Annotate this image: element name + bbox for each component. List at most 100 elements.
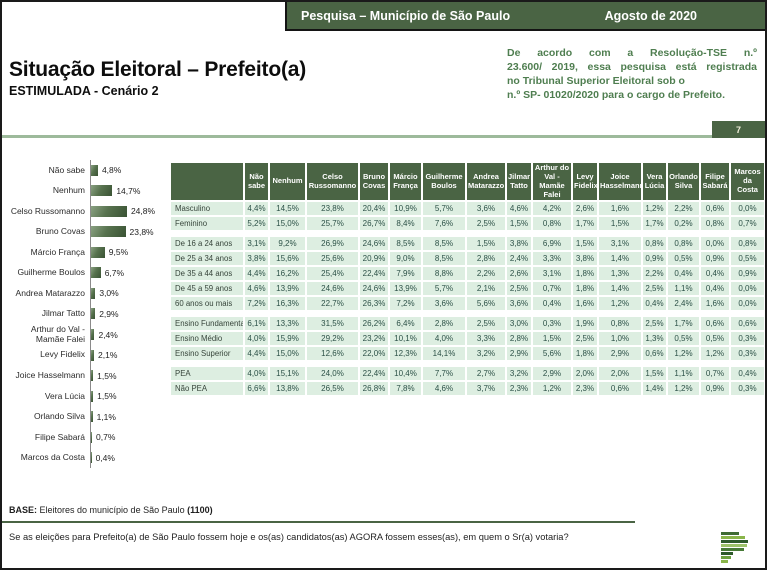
spacer-cell — [573, 362, 597, 365]
table-cell: 1,7% — [573, 217, 597, 231]
chart-category-label: Guilherme Boulos — [17, 267, 85, 278]
table-cell: 3,7% — [467, 382, 505, 396]
chart-bar — [91, 164, 98, 176]
table-cell: 1,2% — [533, 382, 571, 396]
table-cell: 0,5% — [668, 332, 699, 346]
chart-bar-zone: 24,8% — [90, 201, 168, 222]
table-cell: 9,0% — [390, 252, 421, 266]
base-text: Eleitores do município de São Paulo — [37, 505, 188, 515]
table-cell: 0,8% — [701, 217, 729, 231]
table-cell: 3,1% — [533, 267, 571, 281]
table-cell: 4,2% — [533, 202, 571, 216]
table-cell: 2,0% — [573, 367, 597, 381]
table-cell: 7,7% — [423, 367, 465, 381]
chart-value-label: 14,7% — [116, 185, 141, 196]
spacer-cell — [643, 312, 666, 315]
table-cell: 2,1% — [467, 282, 505, 296]
table-spacer-row — [171, 362, 764, 365]
spacer-cell — [171, 232, 243, 235]
header-bar: Pesquisa – Município de São Paulo Agosto… — [285, 2, 765, 31]
table-cell: 3,2% — [467, 347, 505, 361]
registration-note-line: 23.600/ 2019, essa pesquisa está registr… — [507, 60, 757, 73]
chart-category-label: Andrea Matarazzo — [15, 287, 85, 298]
chart-row: Bruno Covas 23,8% — [4, 221, 168, 243]
table-row-label: Não PEA — [171, 382, 243, 396]
table-cell: 1,4% — [599, 252, 641, 266]
table-row-label: De 25 a 34 anos — [171, 252, 243, 266]
spacer-cell — [360, 232, 388, 235]
spacer-cell — [390, 312, 421, 315]
spacer-cell — [245, 312, 268, 315]
table-cell: 3,2% — [507, 367, 531, 381]
table-cell: 1,1% — [668, 367, 699, 381]
chart-category-label: Marcos da Costa — [20, 452, 85, 463]
table-cell: 2,7% — [467, 367, 505, 381]
table-cell: 24,6% — [360, 282, 388, 296]
spacer-cell — [533, 312, 571, 315]
spacer-cell — [668, 362, 699, 365]
table-header-cell: Filipe Sabará — [701, 163, 729, 201]
table-cell: 0,4% — [533, 297, 571, 311]
spacer-cell — [245, 362, 268, 365]
spacer-cell — [701, 312, 729, 315]
table-cell: 1,2% — [701, 347, 729, 361]
spacer-cell — [423, 232, 465, 235]
title-block: Situação Eleitoral – Prefeito(a) ESTIMUL… — [9, 58, 306, 98]
chart-bar — [91, 370, 94, 382]
table-cell: 2,3% — [573, 382, 597, 396]
table-cell: 0,3% — [731, 332, 764, 346]
spacer-cell — [643, 362, 666, 365]
chart-value-label: 4,8% — [101, 165, 122, 176]
table-cell: 0,5% — [668, 252, 699, 266]
table-cell: 6,9% — [533, 237, 571, 251]
spacer-cell — [245, 232, 268, 235]
spacer-cell — [423, 312, 465, 315]
tse-registration-note: De acordo com a Resolução-TSE n.º 23.600… — [507, 47, 757, 102]
table-cell: 22,4% — [360, 267, 388, 281]
table-cell: 2,5% — [467, 317, 505, 331]
chart-category-label: Jilmar Tatto — [41, 308, 85, 319]
table-cell: 0,8% — [533, 217, 571, 231]
chart-bar — [91, 349, 95, 361]
table-cell: 26,8% — [360, 382, 388, 396]
base-label: BASE: — [9, 505, 38, 515]
table-cell: 15,9% — [270, 332, 305, 346]
table-cell: 26,3% — [360, 297, 388, 311]
table-cell: 2,6% — [507, 267, 531, 281]
table-cell: 0,4% — [731, 367, 764, 381]
spacer-cell — [668, 232, 699, 235]
table-header-cell: Marcos da Costa — [731, 163, 764, 201]
table-cell: 2,2% — [643, 267, 666, 281]
page-title: Situação Eleitoral – Prefeito(a) — [9, 58, 307, 81]
chart-bar-zone: 2,1% — [90, 344, 168, 366]
table-cell: 8,4% — [390, 217, 421, 231]
chart-row: Jilmar Tatto 2,9% — [4, 303, 168, 325]
spacer-cell — [731, 312, 764, 315]
chart-category-label: Orlando Silva — [33, 411, 85, 422]
chart-value-label: 3,0% — [99, 288, 119, 299]
table-header-cell: Guilherme Boulos — [423, 163, 465, 201]
table-cell: 16,3% — [270, 297, 305, 311]
logo-bar — [721, 540, 748, 543]
table-cell: 5,7% — [423, 282, 465, 296]
chart-bar — [91, 452, 92, 464]
table-header-cell: Celso Russomanno — [307, 163, 358, 201]
table-cell: 9,2% — [270, 237, 305, 251]
table-header-cell: Levy Fidelix — [573, 163, 597, 201]
chart-bar-zone: 1,5% — [90, 365, 168, 386]
table-cell: 1,1% — [668, 282, 699, 296]
table-cell: 12,6% — [307, 347, 358, 361]
table-cell: 0,9% — [643, 252, 666, 266]
table-cell: 2,8% — [423, 317, 465, 331]
table-cell: 0,5% — [701, 332, 729, 346]
table-cell: 10,1% — [390, 332, 421, 346]
table-cell: 1,5% — [507, 217, 531, 231]
chart-bar-zone: 0,7% — [90, 426, 168, 448]
spacer-cell — [533, 362, 571, 365]
table-cell: 22,4% — [360, 367, 388, 381]
table-cell: 1,4% — [643, 382, 666, 396]
chart-bar — [91, 185, 113, 197]
table-cell: 0,0% — [731, 297, 764, 311]
table-cell: 6,1% — [245, 317, 268, 331]
spacer-cell — [360, 312, 388, 315]
